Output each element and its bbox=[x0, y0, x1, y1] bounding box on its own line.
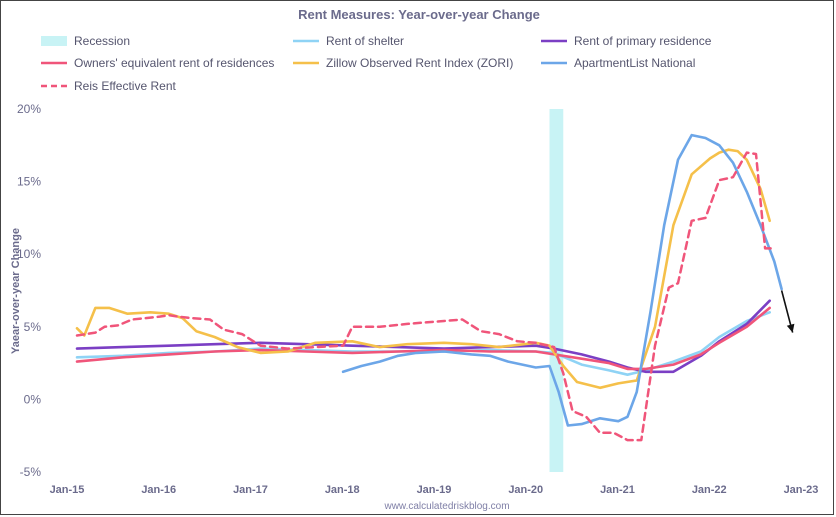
legend-label: Zillow Observed Rent Index (ZORI) bbox=[326, 56, 513, 70]
legend: Recession Rent of shelter Rent of primary … bbox=[41, 34, 712, 93]
y-axis-ticks: 20% 15% 10% 5% 0% -5% bbox=[17, 102, 41, 479]
recession-band bbox=[549, 109, 564, 472]
y-tick-label: -5% bbox=[20, 465, 42, 479]
legend-item-rent-of-primary-residence: Rent of primary residence bbox=[541, 34, 712, 48]
legend-item-recession: Recession bbox=[41, 34, 130, 48]
series-line-zillow-observed-rent-index-zori bbox=[75, 148, 771, 390]
legend-label: ApartmentList National bbox=[574, 56, 695, 70]
series-line-apartmentlist-national bbox=[341, 133, 783, 427]
legend-label: Recession bbox=[74, 34, 130, 48]
y-tick-label: 15% bbox=[17, 175, 41, 189]
trend-arrow-head bbox=[786, 323, 795, 333]
x-tick-label: Jan-19 bbox=[417, 484, 452, 496]
series-line-rent-of-primary-residence bbox=[75, 299, 771, 374]
legend-label: Rent of shelter bbox=[326, 34, 404, 48]
series-line-owners-equivalent-rent-of-residences bbox=[75, 306, 771, 371]
legend-label: Reis Effective Rent bbox=[74, 79, 176, 93]
series-line-reis-effective-rent bbox=[75, 151, 774, 442]
x-axis-ticks: Jan-15 Jan-16 Jan-17 Jan-18 Jan-19 Jan-20 Jan-… bbox=[50, 484, 819, 496]
y-tick-label: 20% bbox=[17, 102, 41, 116]
legend-swatch bbox=[41, 36, 67, 46]
legend-item-zillow-observed-rent-index-zori: Zillow Observed Rent Index (ZORI) bbox=[293, 56, 513, 70]
legend-label: Owners' equivalent rent of residences bbox=[74, 56, 274, 70]
x-tick-label: Jan-20 bbox=[508, 484, 543, 496]
y-tick-label: 0% bbox=[24, 392, 42, 406]
x-tick-label: Jan-18 bbox=[325, 484, 360, 496]
legend-item-apartmentlist-national: ApartmentList National bbox=[541, 56, 695, 70]
series-layer bbox=[75, 133, 783, 442]
recession-band-layer bbox=[549, 109, 564, 472]
y-tick-label: 5% bbox=[24, 320, 42, 334]
x-tick-label: Jan-22 bbox=[692, 484, 727, 496]
legend-item-rent-of-shelter: Rent of shelter bbox=[293, 34, 404, 48]
trend-arrow-layer bbox=[780, 290, 795, 333]
x-tick-label: Jan-21 bbox=[600, 484, 635, 496]
chart-title: Rent Measures: Year-over-year Change bbox=[298, 7, 540, 22]
y-axis-label: Yaear-over-year Change bbox=[10, 228, 22, 354]
legend-item-reis-effective-rent: Reis Effective Rent bbox=[41, 79, 176, 93]
legend-item-owners-equivalent-rent-of-residences: Owners' equivalent rent of residences bbox=[41, 56, 274, 70]
x-tick-label: Jan-23 bbox=[784, 484, 819, 496]
x-tick-label: Jan-17 bbox=[233, 484, 268, 496]
x-tick-label: Jan-16 bbox=[141, 484, 176, 496]
legend-label: Rent of primary residence bbox=[574, 34, 712, 48]
x-tick-label: Jan-15 bbox=[50, 484, 85, 496]
source-credit: www.calculatedriskblog.com bbox=[383, 501, 509, 512]
y-tick-label: 10% bbox=[17, 247, 41, 261]
